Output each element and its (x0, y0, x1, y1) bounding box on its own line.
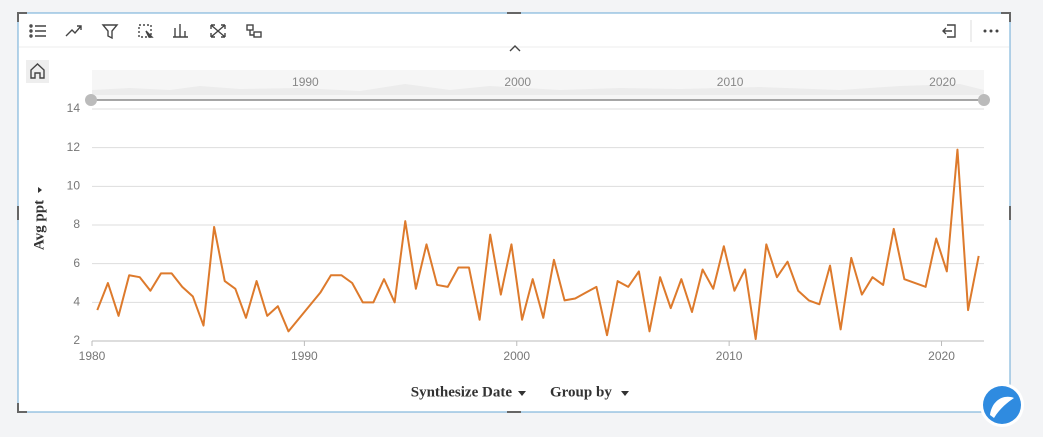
x-tick-label: 1990 (291, 349, 318, 363)
time-slider-handle[interactable] (85, 94, 97, 106)
export-button[interactable] (942, 24, 956, 38)
time-slider-track[interactable] (92, 70, 984, 100)
expand-button[interactable] (210, 24, 226, 38)
home-icon (30, 63, 45, 79)
y-tick-label: 8 (73, 217, 80, 231)
time-slider-label: 2020 (929, 75, 956, 89)
x-axis-title[interactable]: Synthesize Date (411, 384, 513, 400)
y-tick-label: 12 (67, 140, 81, 154)
x-tick-label: 2010 (716, 349, 743, 363)
time-slider-label: 1990 (292, 75, 319, 89)
y-tick-label: 6 (73, 256, 80, 270)
y-tick-label: 10 (67, 179, 81, 193)
flip-button[interactable] (246, 24, 262, 38)
chart-type-button[interactable] (173, 24, 188, 38)
more-button[interactable] (983, 29, 999, 33)
time-slider-label: 2010 (717, 75, 744, 89)
filter-button[interactable] (101, 24, 119, 40)
home-button[interactable] (26, 60, 49, 83)
time-slider-silhouette (92, 84, 984, 95)
assistant-icon (990, 396, 1014, 418)
x-tick-label: 2020 (928, 349, 955, 363)
group-by-caret[interactable] (621, 391, 629, 396)
time-slider-handle[interactable] (978, 94, 990, 106)
x-tick-label: 2000 (503, 349, 530, 363)
group-by-button[interactable]: Group by (550, 384, 612, 400)
toolbar (19, 20, 1009, 52)
y-axis-dropdown-caret[interactable] (38, 187, 42, 193)
data-line (96, 148, 980, 341)
trend-button[interactable] (65, 25, 82, 37)
x-tick-label: 1980 (79, 349, 106, 363)
time-slider-label: 2000 (504, 75, 531, 89)
collapse-button[interactable] (509, 45, 521, 52)
y-tick-label: 14 (67, 101, 81, 115)
x-axis-dropdown-caret[interactable] (518, 391, 526, 396)
y-tick-label: 4 (73, 295, 80, 309)
y-tick-label: 2 (73, 333, 80, 347)
resize-handles[interactable] (17, 12, 1011, 413)
legend-button[interactable] (29, 24, 46, 38)
y-axis-title[interactable]: Avg ppt (31, 200, 47, 250)
select-button[interactable] (138, 24, 154, 38)
